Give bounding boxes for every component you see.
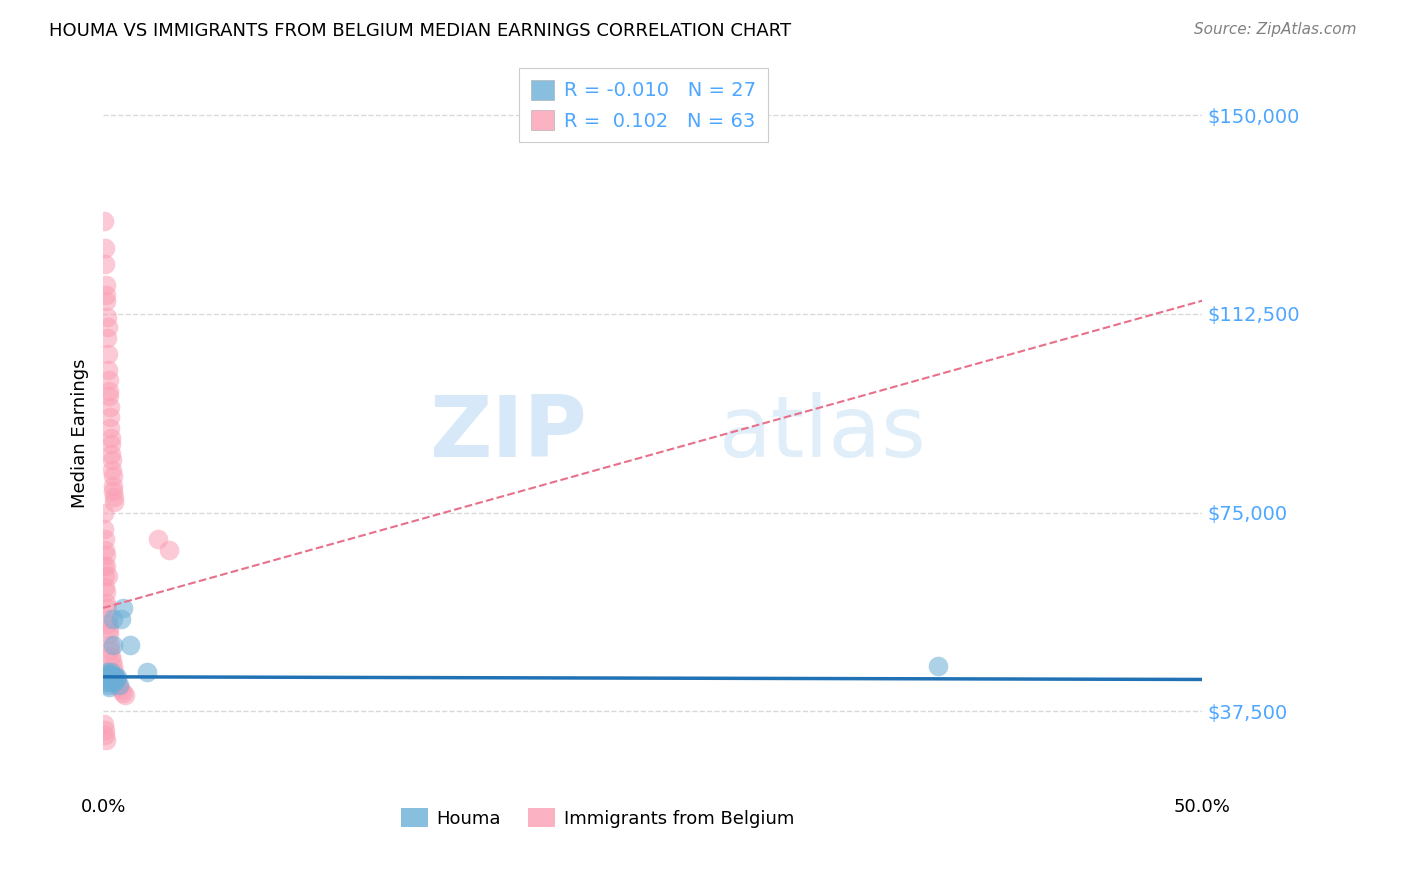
- Point: [94, 548, 117, 562]
- Point: [94, 277, 117, 292]
- Point: [94, 257, 117, 271]
- Point: [105, 673, 128, 687]
- Point: [96, 733, 118, 747]
- Point: [96, 678, 118, 692]
- Point: [93, 506, 115, 520]
- Point: [100, 436, 122, 450]
- Point: [98, 410, 121, 425]
- Point: [101, 673, 124, 687]
- Point: [107, 678, 129, 692]
- Point: [100, 643, 122, 657]
- Point: [97, 622, 120, 636]
- Legend: Houma, Immigrants from Belgium: Houma, Immigrants from Belgium: [394, 801, 801, 835]
- Point: [98, 389, 121, 403]
- Point: [97, 362, 120, 376]
- Point: [105, 673, 128, 687]
- Point: [98, 670, 121, 684]
- Point: [94, 667, 117, 681]
- Point: [93, 717, 115, 731]
- Point: [94, 241, 117, 255]
- Point: [107, 681, 129, 695]
- Point: [100, 675, 122, 690]
- Point: [100, 421, 122, 435]
- Point: [101, 452, 124, 467]
- Point: [93, 532, 115, 546]
- Point: [101, 638, 124, 652]
- Point: [103, 670, 125, 684]
- Point: [103, 495, 125, 509]
- Point: [107, 670, 129, 684]
- Point: [111, 686, 134, 700]
- Point: [96, 675, 118, 690]
- Point: [94, 569, 117, 583]
- Point: [103, 675, 125, 690]
- Point: [96, 293, 118, 308]
- Point: [100, 648, 122, 663]
- Point: [96, 320, 118, 334]
- Point: [94, 728, 117, 742]
- Point: [118, 638, 141, 652]
- Point: [101, 468, 124, 483]
- Point: [93, 214, 115, 228]
- Point: [93, 521, 115, 535]
- Point: [146, 532, 169, 546]
- Point: [136, 665, 159, 679]
- Point: [97, 347, 120, 361]
- Point: [98, 681, 121, 695]
- Text: atlas: atlas: [718, 392, 927, 475]
- Point: [96, 596, 118, 610]
- Point: [96, 601, 118, 615]
- Point: [97, 616, 120, 631]
- Text: Source: ZipAtlas.com: Source: ZipAtlas.com: [1194, 22, 1357, 37]
- Point: [94, 542, 117, 557]
- Point: [96, 558, 118, 573]
- Point: [927, 659, 949, 673]
- Point: [103, 484, 125, 499]
- Point: [94, 670, 117, 684]
- Point: [94, 673, 117, 687]
- Point: [96, 310, 118, 324]
- Point: [101, 463, 124, 477]
- Point: [97, 373, 120, 387]
- Point: [101, 654, 124, 668]
- Point: [107, 675, 129, 690]
- Point: [114, 689, 136, 703]
- Point: [104, 670, 127, 684]
- Point: [98, 638, 121, 652]
- Point: [111, 601, 134, 615]
- Point: [101, 479, 124, 493]
- Point: [96, 665, 118, 679]
- Point: [100, 447, 122, 461]
- Point: [101, 659, 124, 673]
- Text: ZIP: ZIP: [429, 392, 586, 475]
- Point: [103, 490, 125, 504]
- Point: [100, 665, 122, 679]
- Point: [98, 384, 121, 398]
- Point: [94, 288, 117, 302]
- Point: [100, 432, 122, 446]
- Point: [110, 683, 132, 698]
- Point: [94, 723, 117, 737]
- Text: HOUMA VS IMMIGRANTS FROM BELGIUM MEDIAN EARNINGS CORRELATION CHART: HOUMA VS IMMIGRANTS FROM BELGIUM MEDIAN …: [49, 22, 792, 40]
- Point: [104, 670, 127, 684]
- Y-axis label: Median Earnings: Median Earnings: [72, 359, 89, 508]
- Point: [101, 611, 124, 625]
- Point: [96, 331, 118, 345]
- Point: [93, 558, 115, 573]
- Point: [96, 611, 118, 625]
- Point: [94, 585, 117, 599]
- Point: [97, 673, 120, 687]
- Point: [94, 580, 117, 594]
- Point: [157, 542, 180, 557]
- Point: [98, 400, 121, 414]
- Point: [100, 667, 122, 681]
- Point: [103, 665, 125, 679]
- Point: [98, 627, 121, 641]
- Point: [110, 611, 132, 625]
- Point: [96, 569, 118, 583]
- Point: [97, 670, 120, 684]
